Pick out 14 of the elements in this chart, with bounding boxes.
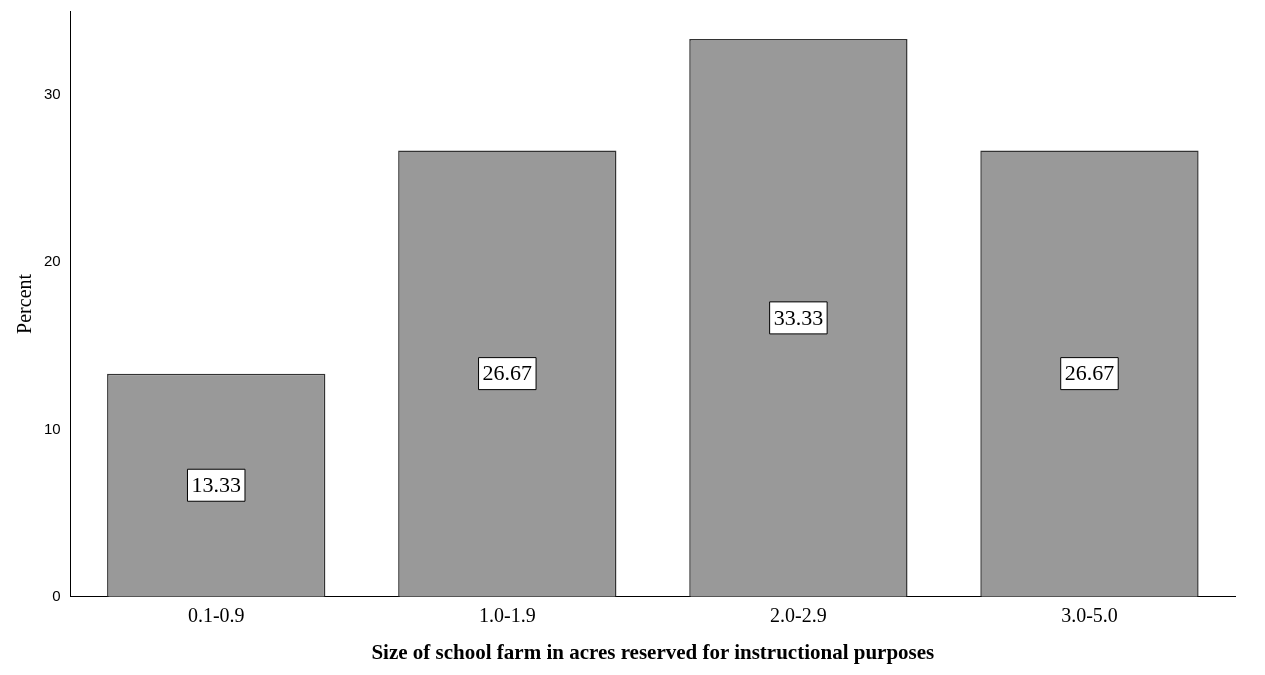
y-axis-title: Percent — [13, 273, 36, 334]
x-axis-title: Size of school farm in acres reserved for instructional purposes — [371, 639, 935, 664]
y-tick-label: 0 — [52, 586, 61, 604]
y-tick-label: 30 — [44, 84, 61, 102]
x-tick-label: 3.0-5.0 — [1061, 604, 1118, 627]
x-tick-label: 0.1-0.9 — [187, 604, 245, 627]
data-label: 26.67 — [482, 360, 533, 386]
x-tick-label: 2.0-2.9 — [770, 604, 827, 627]
data-label: 13.33 — [191, 472, 241, 498]
y-tick-label: 20 — [44, 252, 61, 270]
x-tick-label: 1.0-1.9 — [478, 604, 536, 627]
data-label: 33.33 — [773, 304, 824, 330]
y-tick-label: 10 — [44, 419, 61, 437]
data-label: 26.67 — [1064, 360, 1115, 386]
